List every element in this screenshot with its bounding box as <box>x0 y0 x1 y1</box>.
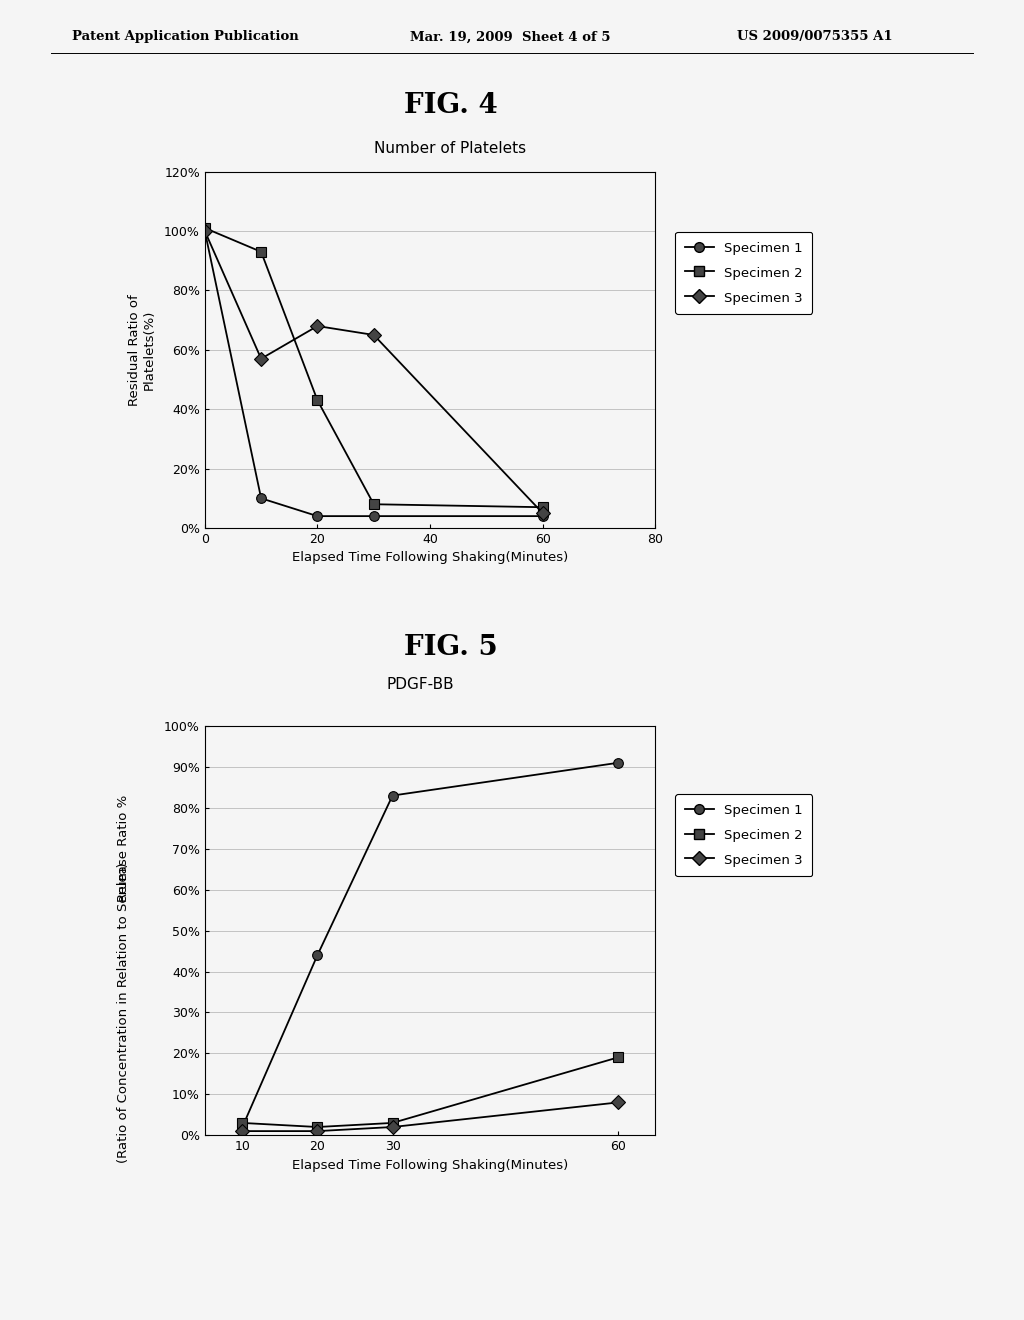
X-axis label: Elapsed Time Following Shaking(Minutes): Elapsed Time Following Shaking(Minutes) <box>292 552 568 565</box>
Text: PDGF-BB: PDGF-BB <box>386 677 454 692</box>
Text: US 2009/0075355 A1: US 2009/0075355 A1 <box>737 30 893 44</box>
X-axis label: Elapsed Time Following Shaking(Minutes): Elapsed Time Following Shaking(Minutes) <box>292 1159 568 1172</box>
Text: (Ratio of Concentration in Relation to Serum): (Ratio of Concentration in Relation to S… <box>117 862 130 1163</box>
Text: FIG. 4: FIG. 4 <box>403 92 498 119</box>
Text: FIG. 5: FIG. 5 <box>403 634 498 660</box>
Text: Release Ratio %: Release Ratio % <box>117 795 130 903</box>
Text: Patent Application Publication: Patent Application Publication <box>72 30 298 44</box>
Y-axis label: Residual Ratio of
Platelets(%): Residual Ratio of Platelets(%) <box>128 294 156 405</box>
Text: Number of Platelets: Number of Platelets <box>375 141 526 156</box>
Legend: Specimen 1, Specimen 2, Specimen 3: Specimen 1, Specimen 2, Specimen 3 <box>676 231 812 314</box>
Text: Mar. 19, 2009  Sheet 4 of 5: Mar. 19, 2009 Sheet 4 of 5 <box>410 30 610 44</box>
Legend: Specimen 1, Specimen 2, Specimen 3: Specimen 1, Specimen 2, Specimen 3 <box>676 793 812 876</box>
